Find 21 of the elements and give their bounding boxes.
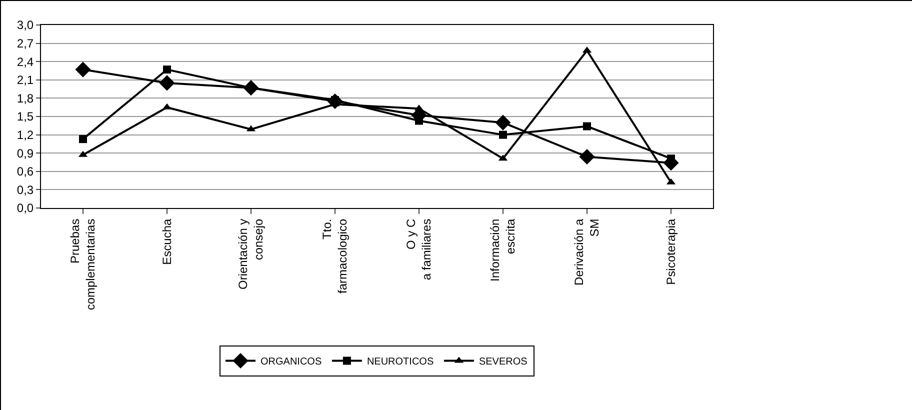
y-tick-label: 0,9: [16, 146, 34, 160]
x-tick-label: Escucha: [160, 218, 174, 265]
y-tick-label: 2,7: [16, 36, 34, 50]
legend-label: ORGANICOS: [260, 356, 322, 368]
y-tick-label: 1,2: [16, 128, 34, 142]
x-tick-label: Derivación a SM: [572, 218, 602, 286]
y-tick-label: 0,3: [16, 182, 34, 197]
y-tick-label: 1,5: [16, 110, 34, 124]
legend-label: SEVEROS: [478, 356, 528, 368]
x-tick-label: O y C a familiares: [404, 218, 434, 280]
x-tick-label: Pruebas complementarias: [68, 218, 98, 310]
y-tick-label: 0,0: [16, 201, 34, 216]
x-tick-label: Psicoterapia: [664, 218, 678, 285]
y-tick-label: 2,1: [16, 73, 34, 88]
y-tick-label: 3,0: [16, 18, 34, 32]
y-tick-label: 1,8: [16, 91, 34, 106]
x-tick-label: Orientación y consejo: [236, 218, 266, 290]
x-tick-label: Información escrita: [488, 218, 518, 282]
legend-label: NEUROTICOS: [366, 356, 434, 368]
y-tick-label: 0,6: [16, 164, 34, 179]
y-tick-label: 2,4: [16, 54, 34, 69]
